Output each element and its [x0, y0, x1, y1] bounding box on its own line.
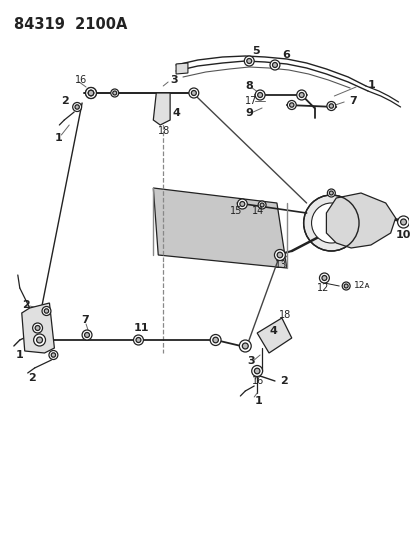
Text: 1: 1: [367, 80, 375, 90]
Circle shape: [82, 330, 92, 340]
Circle shape: [311, 203, 350, 243]
Circle shape: [254, 90, 264, 100]
Text: 8: 8: [244, 81, 252, 91]
Circle shape: [269, 60, 279, 70]
Circle shape: [88, 90, 93, 96]
Circle shape: [33, 323, 43, 333]
Circle shape: [85, 87, 96, 99]
Text: 2: 2: [28, 373, 36, 383]
Circle shape: [75, 105, 79, 109]
Circle shape: [35, 326, 40, 330]
Circle shape: [303, 195, 358, 251]
Text: 6: 6: [281, 50, 289, 60]
Circle shape: [36, 337, 43, 343]
Circle shape: [287, 101, 296, 109]
Circle shape: [272, 62, 277, 68]
Text: 2: 2: [279, 376, 287, 386]
Text: 4: 4: [172, 108, 180, 118]
Circle shape: [237, 199, 247, 209]
Circle shape: [191, 91, 196, 95]
Circle shape: [327, 189, 335, 197]
Text: 18: 18: [158, 126, 170, 136]
Circle shape: [321, 276, 326, 280]
Circle shape: [111, 89, 119, 97]
Text: 7: 7: [348, 96, 356, 106]
Text: 7: 7: [81, 315, 89, 325]
Text: 13: 13: [274, 260, 287, 270]
Circle shape: [254, 368, 259, 374]
Text: 5: 5: [252, 46, 259, 56]
Circle shape: [259, 203, 263, 207]
Circle shape: [44, 309, 49, 313]
Circle shape: [73, 102, 81, 111]
Text: 10: 10: [395, 230, 410, 240]
Text: 12ᴀ: 12ᴀ: [353, 281, 370, 290]
Circle shape: [42, 306, 51, 316]
Circle shape: [319, 273, 329, 283]
Circle shape: [342, 282, 349, 290]
Circle shape: [84, 333, 89, 337]
Text: 17: 17: [244, 96, 257, 106]
Circle shape: [133, 335, 143, 345]
Circle shape: [51, 353, 55, 357]
Text: 3: 3: [170, 75, 177, 85]
Circle shape: [296, 90, 306, 100]
Text: 1: 1: [16, 350, 24, 360]
Circle shape: [276, 252, 282, 258]
Circle shape: [49, 351, 58, 359]
Text: 12: 12: [316, 283, 328, 293]
Circle shape: [343, 284, 347, 288]
Text: 3: 3: [247, 356, 254, 366]
Circle shape: [210, 335, 221, 345]
Text: 18: 18: [278, 310, 290, 320]
Circle shape: [328, 104, 333, 108]
Polygon shape: [256, 318, 291, 353]
Text: 2: 2: [61, 96, 69, 106]
Circle shape: [299, 93, 304, 98]
Text: 15: 15: [229, 206, 241, 216]
Circle shape: [135, 337, 140, 343]
Polygon shape: [153, 188, 286, 268]
Text: 14: 14: [252, 206, 264, 216]
Text: 16: 16: [75, 75, 87, 85]
Circle shape: [289, 103, 293, 107]
Circle shape: [239, 340, 251, 352]
Text: 9: 9: [244, 108, 253, 118]
Text: 11: 11: [133, 323, 149, 333]
Circle shape: [329, 191, 332, 195]
Circle shape: [188, 88, 198, 98]
Text: 2: 2: [22, 300, 29, 310]
Circle shape: [112, 91, 116, 95]
Circle shape: [326, 101, 335, 110]
Circle shape: [274, 249, 285, 261]
Circle shape: [258, 201, 266, 209]
Polygon shape: [22, 303, 54, 353]
Text: 1: 1: [54, 133, 62, 143]
Circle shape: [396, 216, 408, 228]
Circle shape: [242, 343, 248, 349]
Circle shape: [251, 366, 262, 376]
Circle shape: [246, 59, 251, 63]
Circle shape: [244, 56, 254, 66]
Polygon shape: [176, 63, 188, 74]
Text: 1: 1: [254, 396, 262, 406]
Circle shape: [88, 90, 93, 96]
Text: 84319  2100A: 84319 2100A: [14, 17, 127, 32]
Text: 4: 4: [268, 326, 276, 336]
Circle shape: [85, 87, 96, 99]
Circle shape: [239, 201, 244, 206]
Circle shape: [33, 334, 45, 346]
Polygon shape: [153, 93, 170, 125]
Circle shape: [212, 337, 218, 343]
Circle shape: [257, 93, 262, 98]
Circle shape: [400, 219, 406, 225]
Text: 16: 16: [252, 376, 264, 386]
Polygon shape: [325, 193, 395, 248]
